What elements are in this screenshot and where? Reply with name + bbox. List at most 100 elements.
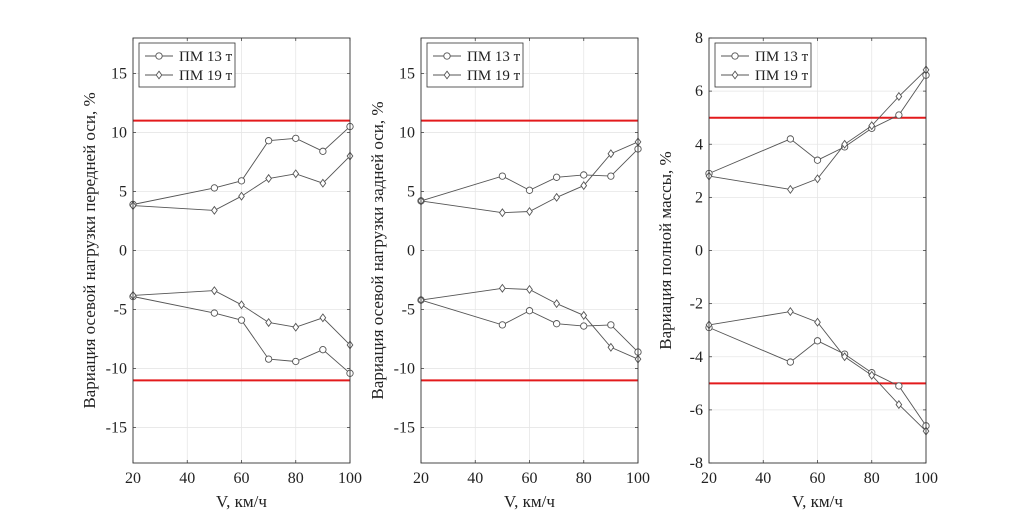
series-1-point xyxy=(264,355,273,363)
axes-frame xyxy=(132,37,351,464)
series-1-point xyxy=(292,357,300,366)
series-2-point xyxy=(607,149,615,159)
series-1-point xyxy=(580,322,588,330)
series-1-point xyxy=(813,337,822,345)
y-tick-label: -6 xyxy=(690,402,703,419)
y-tick-label: 5 xyxy=(119,183,127,200)
series-1-point xyxy=(237,177,246,185)
y-tick-label: 6 xyxy=(695,83,703,100)
series-1-point xyxy=(607,172,615,180)
x-tick-label: 80 xyxy=(864,470,880,487)
legend-marker xyxy=(731,52,739,60)
legend-entry: ПМ 13 т xyxy=(179,49,233,65)
series-2-point xyxy=(238,191,245,201)
legend-marker xyxy=(155,52,163,60)
series-1-point xyxy=(580,171,588,179)
series-2-point xyxy=(553,299,560,309)
series-2-point xyxy=(553,192,560,202)
x-tick-label: 80 xyxy=(288,470,304,487)
x-tick-label: 40 xyxy=(467,470,483,487)
x-tick-label: 80 xyxy=(576,470,592,487)
y-tick-label: -4 xyxy=(690,349,703,366)
y-tick-label: -5 xyxy=(402,302,415,319)
series-2-point xyxy=(292,322,300,332)
series-1-point xyxy=(895,382,903,390)
legend-box xyxy=(138,42,236,88)
legend-marker xyxy=(443,70,451,80)
legend-entry: ПМ 19 т xyxy=(179,68,233,84)
y-tick-label: 0 xyxy=(695,243,703,260)
y-tick-label: -5 xyxy=(114,302,127,319)
series-2-point xyxy=(238,300,245,310)
y-tick-label: -8 xyxy=(690,455,703,472)
legend-box xyxy=(714,42,812,88)
x-axis-label: V, км/ч xyxy=(216,492,267,511)
chart-panel-2: 20 40 60 80 100 -15 -10 -5 0 5 10 15 ПМ 13 т ПМ 19 т V… xyxy=(368,37,650,511)
axes-frame xyxy=(708,37,927,464)
series-2-point xyxy=(211,205,218,215)
series-1-point xyxy=(498,321,507,329)
series-1-point xyxy=(525,186,534,194)
series-1-point xyxy=(210,309,219,317)
chart-panel-3: 20 40 60 80 100 -8 -6 -4 -2 0 2 4 6 8 ПМ 13 т ПМ 19 т V,… xyxy=(656,30,938,511)
y-tick-label: 10 xyxy=(111,124,127,141)
y-tick-label: 0 xyxy=(119,243,127,260)
y-axis-label: Вариация полной массы, % xyxy=(656,151,675,349)
series-2-point xyxy=(787,184,794,194)
x-tick-label: 60 xyxy=(810,470,826,487)
series-1-point xyxy=(786,135,795,143)
y-tick-label: -10 xyxy=(394,361,415,378)
series-2-point xyxy=(292,169,300,179)
series-1-point xyxy=(525,307,534,315)
x-tick-label: 100 xyxy=(626,470,650,487)
x-tick-label: 20 xyxy=(125,470,141,487)
legend-entry: ПМ 19 т xyxy=(467,68,521,84)
series-1-point xyxy=(895,111,903,119)
legend-entry: ПМ 19 т xyxy=(755,68,809,84)
legend-entry: ПМ 13 т xyxy=(467,49,521,65)
series-2-point xyxy=(526,284,533,295)
x-tick-label: 40 xyxy=(755,470,771,487)
series-2-point xyxy=(580,181,588,191)
x-axis-label: V, км/ч xyxy=(504,492,555,511)
series-2-point xyxy=(814,174,821,184)
legend-entry: ПМ 13 т xyxy=(755,49,809,65)
legend-marker xyxy=(443,52,451,60)
series-1-point xyxy=(786,358,795,366)
y-tick-label: 5 xyxy=(407,183,415,200)
axes-frame xyxy=(420,37,639,464)
series-1-point xyxy=(319,346,327,354)
y-axis-label: Вариация осевой нагрузки передней оси, % xyxy=(80,92,99,408)
series-2-point xyxy=(841,352,848,362)
x-axis-label: V, км/ч xyxy=(792,492,843,511)
series-2-point xyxy=(814,317,821,327)
series-1-point xyxy=(607,321,615,329)
series-2-point xyxy=(499,283,506,293)
series-1-point xyxy=(498,172,507,180)
series-2-point xyxy=(868,370,876,380)
legend-marker xyxy=(731,70,739,80)
series-2-point xyxy=(580,310,588,320)
series-1-point xyxy=(264,137,273,145)
series-2-point xyxy=(319,178,327,188)
y-tick-label: 15 xyxy=(111,65,127,82)
series-2-point xyxy=(526,206,533,217)
y-tick-label: -15 xyxy=(106,420,127,437)
y-tick-label: 8 xyxy=(695,30,703,47)
x-tick-label: 100 xyxy=(338,470,362,487)
y-tick-label: 10 xyxy=(399,124,415,141)
x-tick-label: 60 xyxy=(522,470,538,487)
series-1-point xyxy=(813,156,822,164)
series-1-point xyxy=(292,134,300,142)
y-tick-label: 15 xyxy=(399,65,415,82)
y-tick-label: -15 xyxy=(394,420,415,437)
series-2-point xyxy=(265,317,272,328)
series-1-point xyxy=(319,147,327,155)
y-tick-label: 2 xyxy=(695,189,703,206)
y-tick-label: -2 xyxy=(690,296,703,313)
series-2-point xyxy=(265,173,272,184)
x-tick-label: 60 xyxy=(234,470,250,487)
series-1-point xyxy=(552,320,561,328)
series-2-point xyxy=(211,286,218,296)
